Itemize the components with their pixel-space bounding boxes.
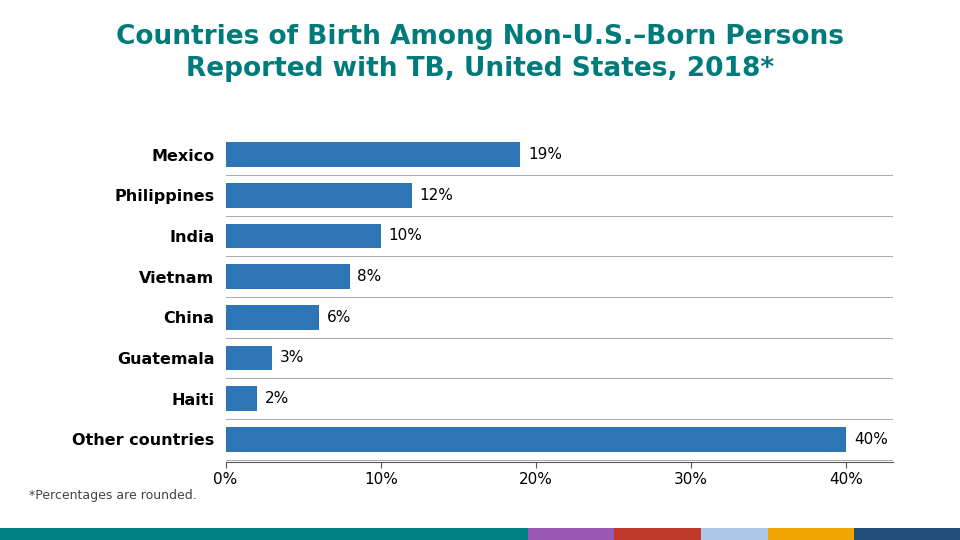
Bar <box>226 224 381 248</box>
Text: 19%: 19% <box>528 147 563 162</box>
Bar <box>226 305 319 329</box>
Text: 8%: 8% <box>357 269 382 284</box>
Bar <box>226 143 520 167</box>
Text: 2%: 2% <box>264 391 289 406</box>
Bar <box>226 346 272 370</box>
Bar <box>226 387 256 411</box>
Bar <box>226 427 847 451</box>
Text: 6%: 6% <box>326 310 350 325</box>
Text: Countries of Birth Among Non-U.S.–Born Persons
Reported with TB, United States, : Countries of Birth Among Non-U.S.–Born P… <box>116 24 844 82</box>
Text: 40%: 40% <box>854 432 888 447</box>
Text: *Percentages are rounded.: *Percentages are rounded. <box>29 489 197 502</box>
Bar <box>226 183 412 207</box>
Bar <box>226 265 349 289</box>
Text: 3%: 3% <box>280 350 304 366</box>
Text: 10%: 10% <box>389 228 422 244</box>
Text: 12%: 12% <box>420 188 453 203</box>
